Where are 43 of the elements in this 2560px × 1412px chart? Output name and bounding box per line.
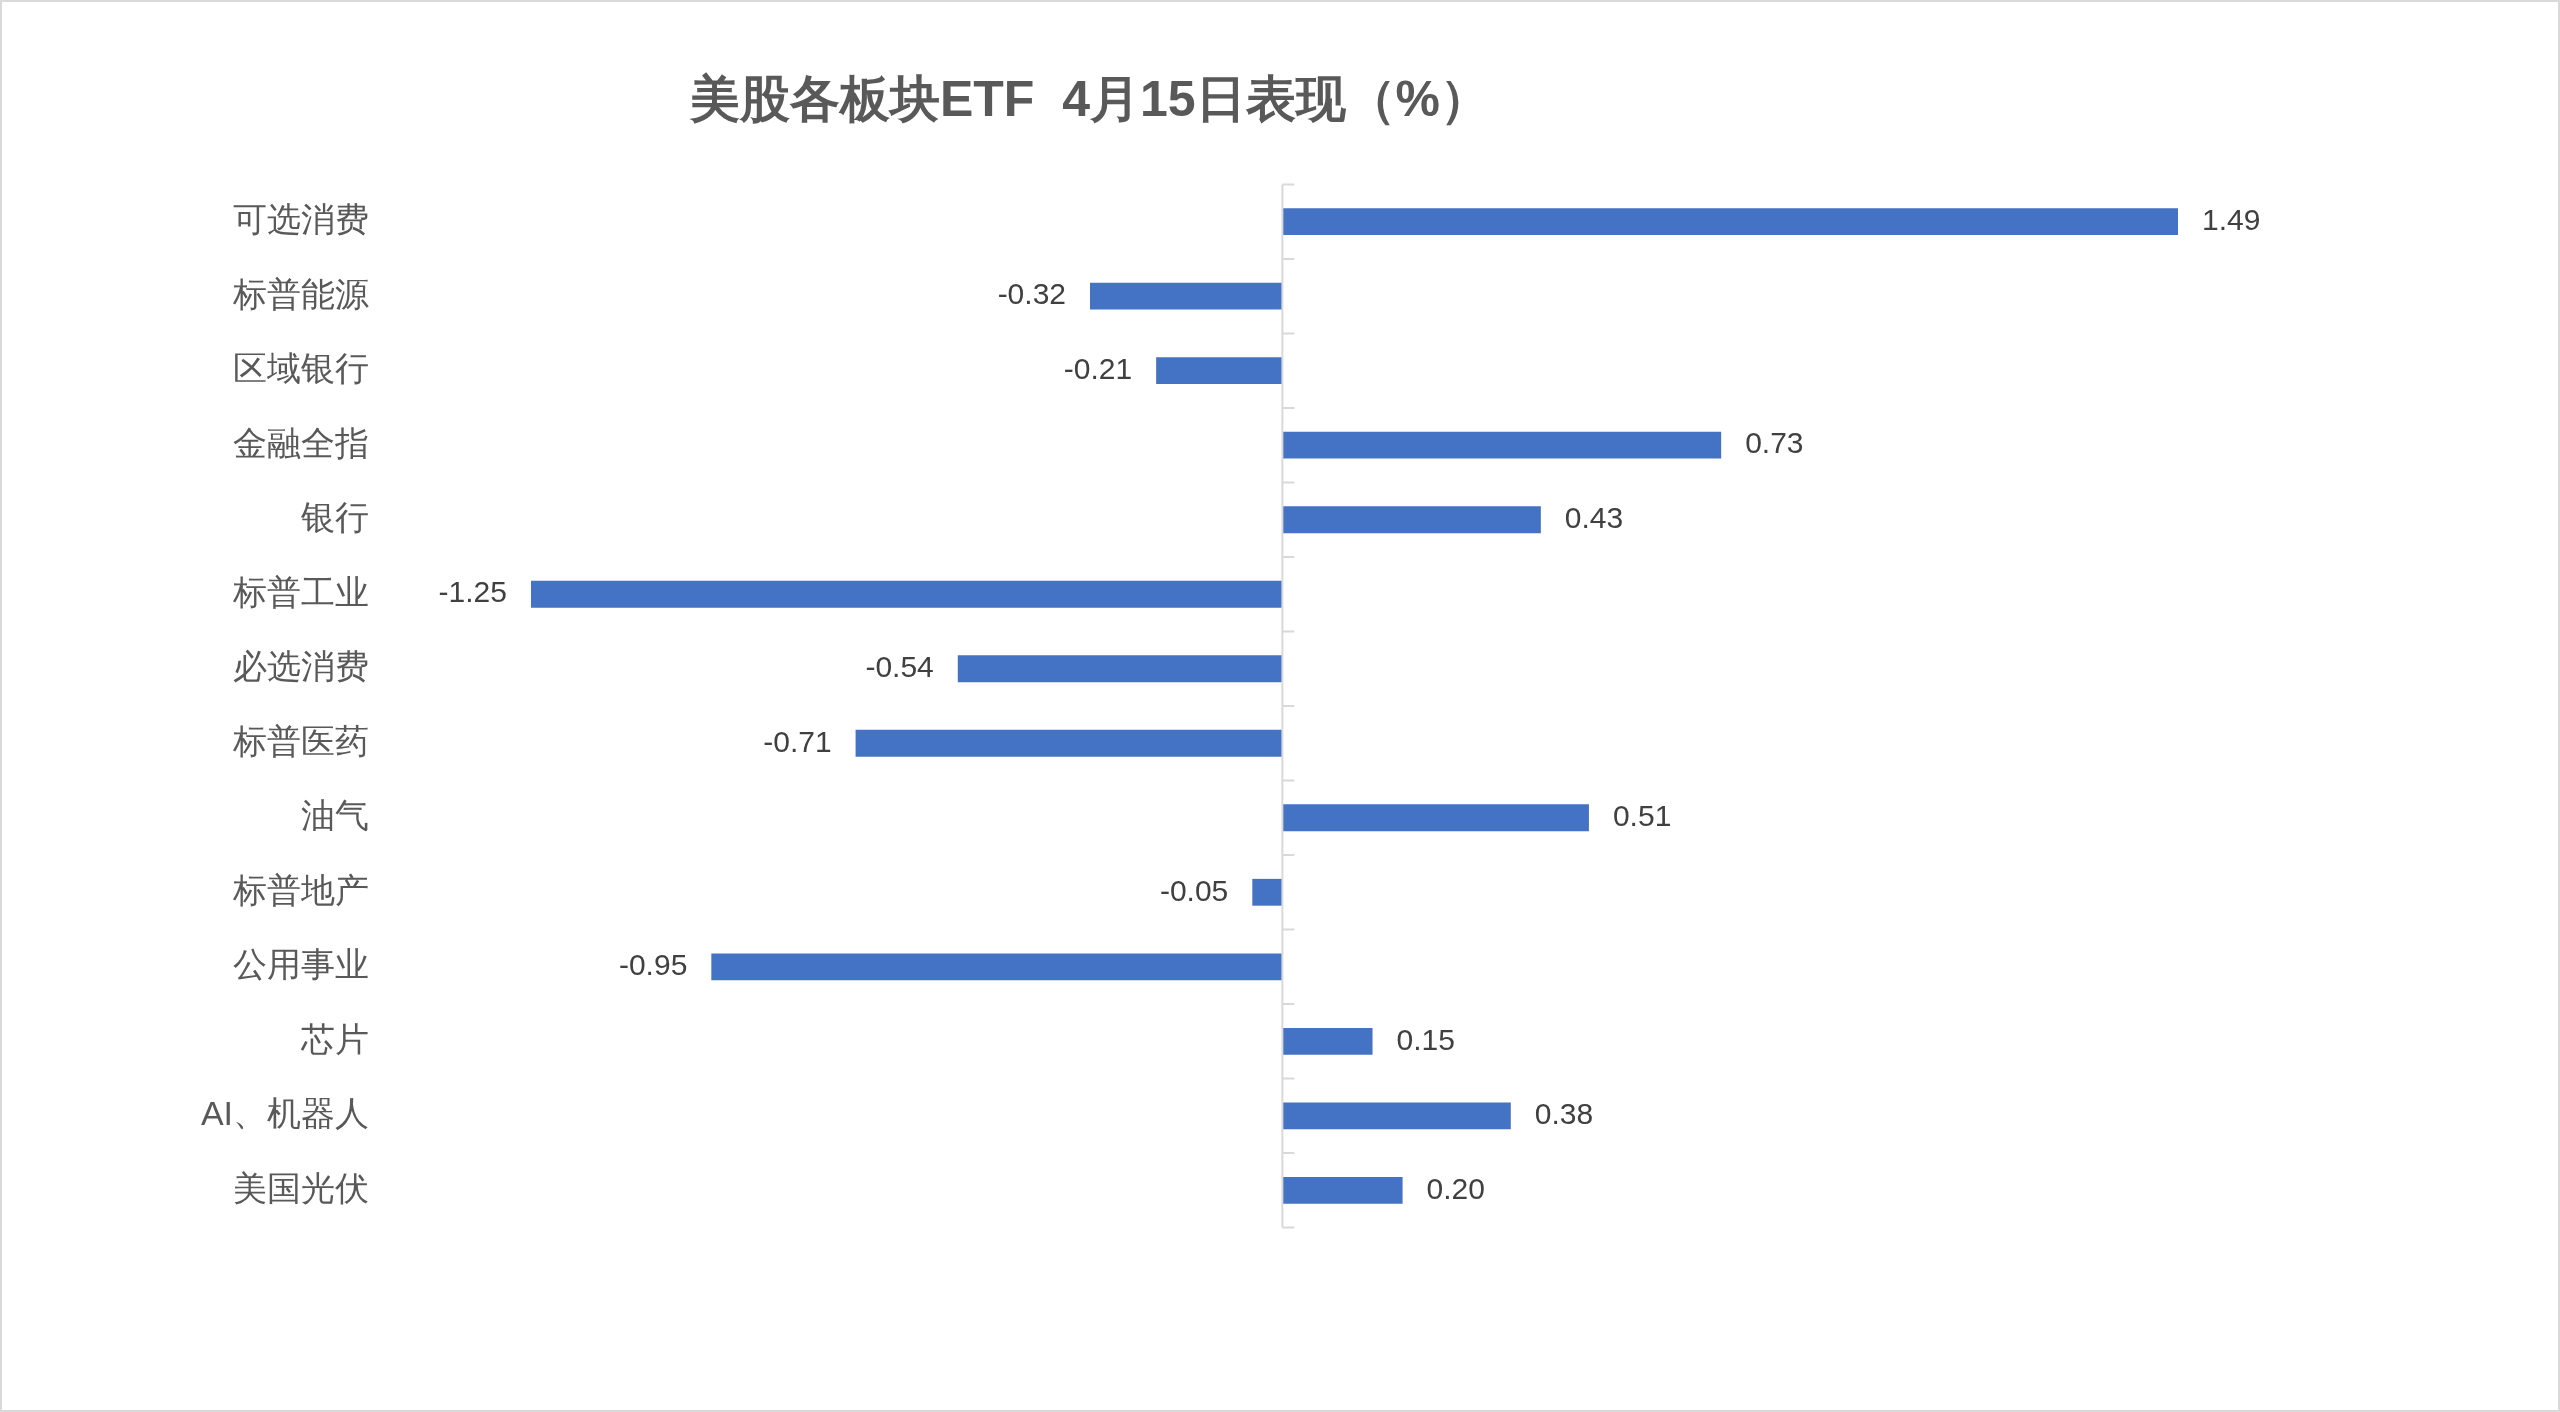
data-label: 0.73: [1745, 426, 1804, 460]
data-label: 0.51: [1612, 799, 1672, 833]
data-label: 0.20: [1426, 1171, 1485, 1205]
bar: [1282, 506, 1541, 534]
bar: [1282, 208, 2178, 236]
bar: [1090, 282, 1283, 310]
bar: [957, 655, 1283, 683]
data-label: -0.95: [618, 948, 688, 982]
data-label: 0.38: [1534, 1097, 1594, 1131]
y-tick-label: 标普医药: [232, 721, 369, 760]
y-tick-label: 金融全指: [233, 423, 369, 462]
data-label: -0.32: [997, 277, 1067, 311]
bar: [531, 580, 1283, 608]
data-label: -0.21: [1063, 351, 1133, 385]
chart-title: 美股各板块ETF 4月15日表现（%）: [688, 71, 1491, 128]
data-label: -1.25: [438, 575, 507, 609]
data-label: -0.54: [865, 650, 934, 684]
bar: [1282, 1176, 1403, 1204]
bar: [1156, 357, 1283, 385]
data-label: -0.71: [763, 724, 832, 758]
y-tick-label: 标普工业: [232, 572, 369, 611]
bar: [855, 729, 1283, 757]
data-label: 0.15: [1396, 1022, 1455, 1056]
data-label: 1.49: [2202, 202, 2261, 236]
y-tick-label: 区域银行: [233, 349, 369, 388]
bar: [711, 953, 1283, 981]
y-tick-label: 芯片: [300, 1019, 369, 1058]
bar: [1282, 1027, 1373, 1055]
data-label: 0.43: [1564, 500, 1624, 534]
y-tick-label: AI、机器人: [200, 1094, 369, 1133]
y-tick-label: 标普地产: [232, 870, 369, 909]
y-tick-label: 公用事业: [233, 945, 369, 984]
bar: [1282, 1102, 1511, 1130]
bar: [1252, 878, 1283, 906]
data-label: -0.05: [1159, 873, 1229, 907]
bar: [1282, 431, 1722, 459]
y-tick-label: 必选消费: [233, 647, 369, 686]
y-tick-label: 银行: [300, 498, 369, 537]
bar: [1282, 804, 1589, 832]
y-tick-label: 油气: [301, 796, 369, 835]
y-tick-label: 可选消费: [233, 200, 369, 239]
y-tick-label: 美国光伏: [233, 1168, 369, 1207]
y-tick-label: 标普能源: [232, 274, 369, 313]
